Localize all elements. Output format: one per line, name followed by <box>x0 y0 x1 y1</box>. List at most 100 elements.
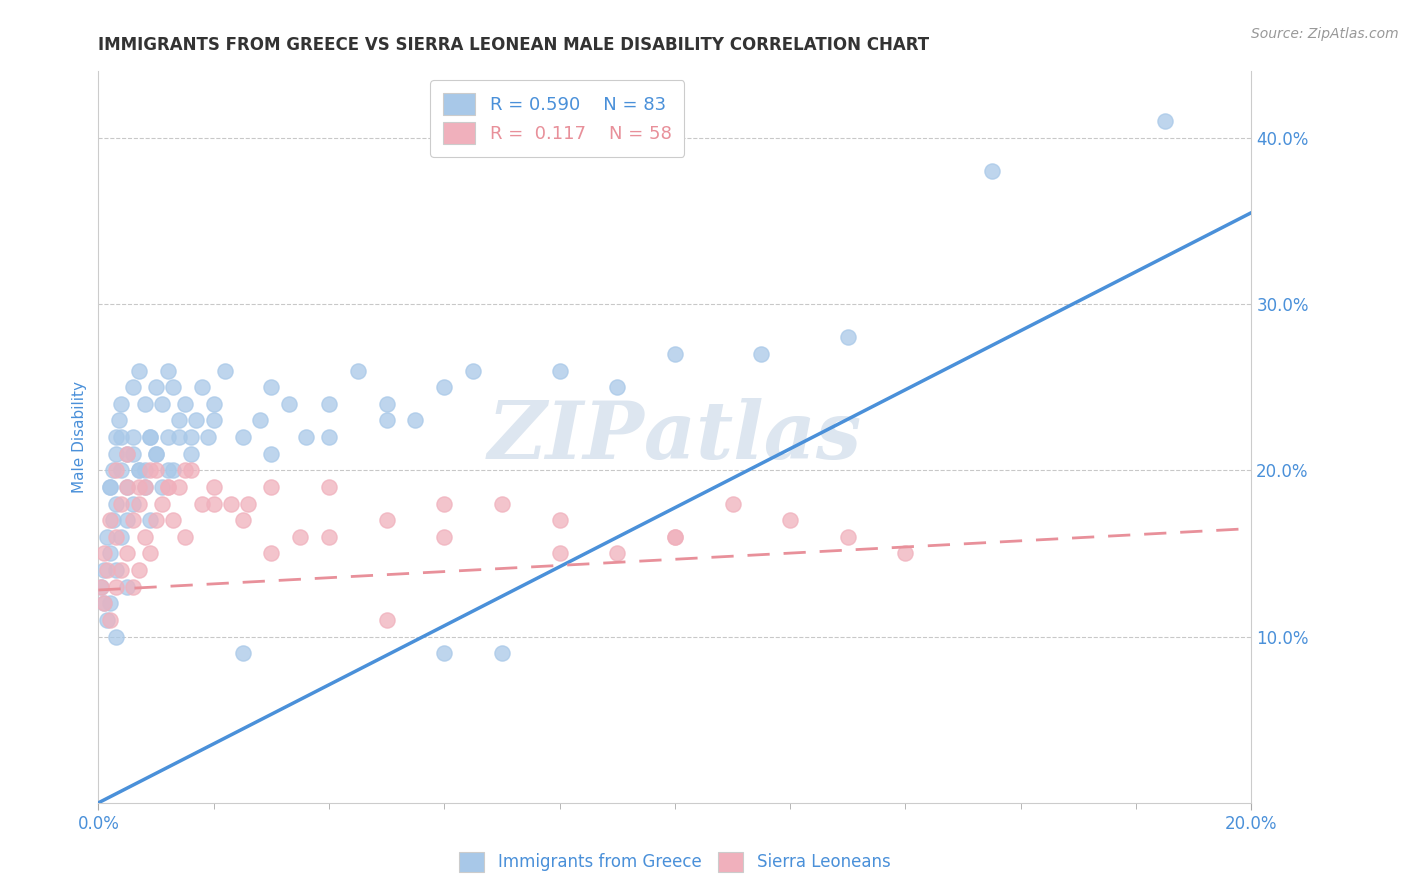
Point <box>664 530 686 544</box>
Point <box>260 546 283 560</box>
Point <box>110 430 132 444</box>
Point <box>664 347 686 361</box>
Point <box>98 480 121 494</box>
Point <box>606 546 628 560</box>
Point <box>96 563 118 577</box>
Point <box>664 530 686 544</box>
Point <box>96 613 118 627</box>
Point <box>167 480 190 494</box>
Point <box>104 580 127 594</box>
Point <box>433 646 456 660</box>
Point <box>214 363 236 377</box>
Point <box>202 413 225 427</box>
Point <box>93 563 115 577</box>
Point <box>134 530 156 544</box>
Point <box>110 497 132 511</box>
Point <box>104 563 127 577</box>
Point <box>231 646 254 660</box>
Point <box>174 463 197 477</box>
Point <box>346 363 368 377</box>
Point <box>122 497 145 511</box>
Point <box>837 530 859 544</box>
Point <box>491 497 513 511</box>
Point <box>128 463 150 477</box>
Point <box>174 530 197 544</box>
Point <box>238 497 260 511</box>
Point <box>156 463 179 477</box>
Point <box>277 397 299 411</box>
Point <box>433 380 456 394</box>
Point <box>128 363 150 377</box>
Point <box>491 646 513 660</box>
Point <box>721 497 744 511</box>
Point <box>117 480 138 494</box>
Point <box>93 596 115 610</box>
Point <box>122 580 145 594</box>
Point <box>180 430 202 444</box>
Point <box>139 546 162 560</box>
Point <box>122 513 145 527</box>
Point <box>779 513 801 527</box>
Point <box>751 347 773 361</box>
Point <box>606 380 628 394</box>
Point <box>104 463 127 477</box>
Point <box>98 613 121 627</box>
Point <box>139 463 162 477</box>
Point <box>202 497 225 511</box>
Point <box>117 513 138 527</box>
Point <box>260 480 283 494</box>
Point <box>122 430 145 444</box>
Point <box>98 596 121 610</box>
Point <box>101 463 124 477</box>
Point <box>249 413 271 427</box>
Point <box>191 497 214 511</box>
Point <box>375 397 398 411</box>
Point <box>110 463 132 477</box>
Point <box>156 430 179 444</box>
Point <box>1153 114 1175 128</box>
Point <box>98 513 121 527</box>
Point <box>122 380 145 394</box>
Point <box>837 330 859 344</box>
Point <box>128 463 150 477</box>
Point <box>122 447 145 461</box>
Point <box>101 513 124 527</box>
Point <box>90 580 112 594</box>
Point <box>145 447 167 461</box>
Point <box>894 546 917 560</box>
Point <box>290 530 312 544</box>
Point <box>93 596 115 610</box>
Legend: Immigrants from Greece, Sierra Leoneans: Immigrants from Greece, Sierra Leoneans <box>453 845 897 879</box>
Point <box>180 463 202 477</box>
Point <box>139 430 162 444</box>
Point <box>104 630 127 644</box>
Point <box>433 497 456 511</box>
Point <box>186 413 208 427</box>
Point <box>90 580 112 594</box>
Point <box>162 380 184 394</box>
Point <box>150 480 173 494</box>
Point <box>375 513 398 527</box>
Point <box>110 563 132 577</box>
Point <box>134 480 156 494</box>
Point <box>117 546 138 560</box>
Point <box>202 397 225 411</box>
Point <box>197 430 219 444</box>
Point <box>162 513 184 527</box>
Point <box>295 430 318 444</box>
Point <box>167 430 190 444</box>
Point <box>96 530 118 544</box>
Point <box>405 413 427 427</box>
Point <box>117 480 138 494</box>
Point <box>134 397 156 411</box>
Point <box>145 463 167 477</box>
Point <box>117 447 138 461</box>
Text: Source: ZipAtlas.com: Source: ZipAtlas.com <box>1251 27 1399 41</box>
Point <box>134 480 156 494</box>
Point <box>231 430 254 444</box>
Point <box>318 530 340 544</box>
Point <box>260 447 283 461</box>
Point <box>150 397 173 411</box>
Point <box>98 480 121 494</box>
Point <box>375 413 398 427</box>
